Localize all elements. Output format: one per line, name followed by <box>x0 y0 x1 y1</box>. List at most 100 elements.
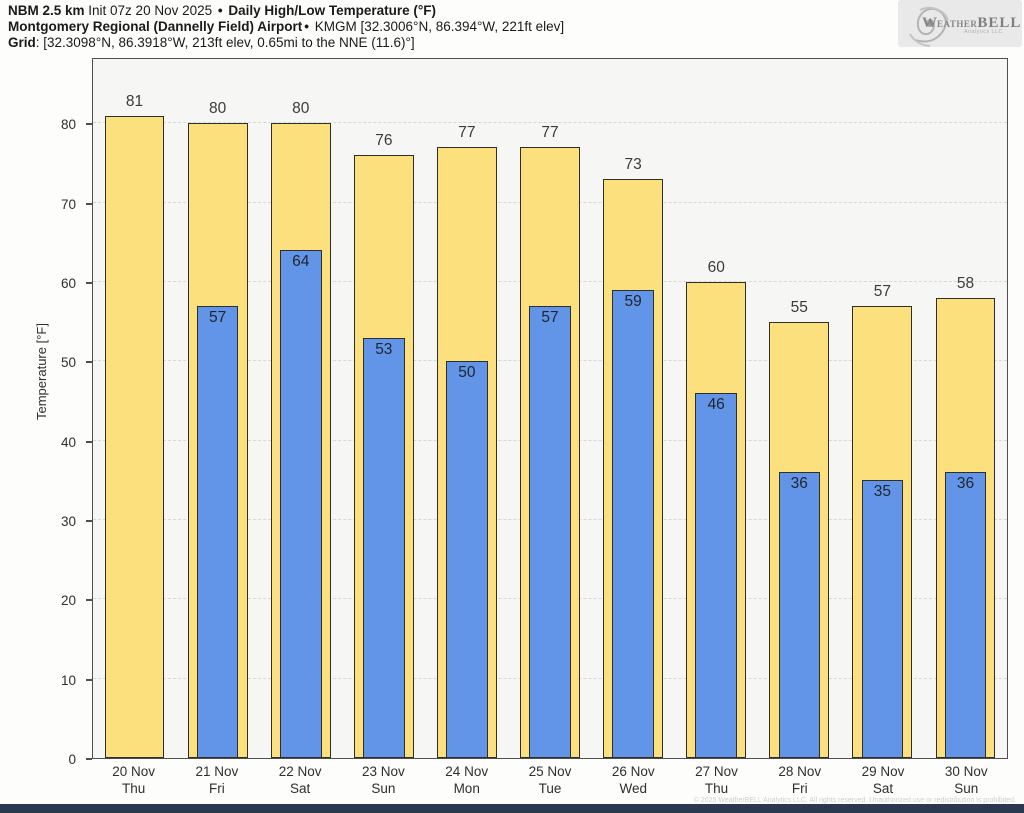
x-date-label: 29 Nov <box>861 764 905 779</box>
x-date-label: 27 Nov <box>695 764 738 779</box>
station-name: Montgomery Regional (Dannelly Field) Air… <box>8 19 303 34</box>
low-bar: 35 <box>861 480 904 758</box>
low-value-label: 53 <box>375 340 393 358</box>
x-weekday-label: Fri <box>791 781 808 796</box>
y-tick-label: 10 <box>60 672 76 688</box>
high-value-label: 60 <box>707 259 725 277</box>
y-tick-label: 80 <box>60 117 76 133</box>
high-value-label: 80 <box>209 100 227 118</box>
x-date-label: 26 Nov <box>611 764 655 779</box>
high-value-label: 55 <box>790 298 808 316</box>
low-bar: 64 <box>279 250 322 758</box>
low-value-label: 36 <box>790 475 808 493</box>
x-category-label: 30 Nov Sun <box>925 763 1008 797</box>
high-bar <box>104 115 165 758</box>
x-date-label: 22 Nov <box>278 764 322 779</box>
weatherbell-logo: WEATHERBELL Analytics LLC <box>898 0 1022 47</box>
model-name: NBM 2.5 km <box>8 3 85 18</box>
y-tick-mark <box>86 123 92 126</box>
x-weekday-label: Tue <box>538 781 562 796</box>
bar-column: 73 59 <box>592 59 675 758</box>
low-value-label: 36 <box>956 475 975 493</box>
bar-column: 77 57 <box>508 59 591 758</box>
bullet-separator: • <box>217 3 223 18</box>
bottom-navy-strip <box>0 804 1024 813</box>
x-weekday-label: Sun <box>954 781 979 796</box>
x-category-label: 27 Nov Thu <box>675 763 758 797</box>
high-value-label: 76 <box>375 132 393 150</box>
logo-subtext: Analytics LLC <box>964 29 1003 35</box>
high-value-label: 81 <box>125 92 144 110</box>
x-weekday-label: Sat <box>872 781 894 796</box>
low-value-label: 50 <box>458 364 476 382</box>
low-value-label: 46 <box>707 396 725 414</box>
x-category-label: 23 Nov Sun <box>342 763 425 797</box>
high-value-label: 57 <box>873 282 892 300</box>
x-date-label: 28 Nov <box>778 764 822 779</box>
low-bar: 57 <box>196 305 239 758</box>
bar-column: 57 35 <box>841 59 924 758</box>
low-bar: 36 <box>944 472 987 758</box>
x-category-label: 26 Nov Wed <box>592 763 675 797</box>
high-value-label: 73 <box>624 155 642 173</box>
x-category-label: 24 Nov Mon <box>425 763 508 797</box>
bar-column: 80 57 <box>176 59 259 758</box>
bar-column: 81 <box>93 59 176 758</box>
hurricane-spiral-icon <box>909 6 949 47</box>
low-bar: 36 <box>778 472 821 758</box>
x-category-label: 29 Nov Sat <box>841 763 924 797</box>
high-value-label: 77 <box>458 124 476 142</box>
bar-column: 58 36 <box>924 59 1007 758</box>
x-weekday-label: Mon <box>453 781 480 796</box>
x-date-label: 25 Nov <box>528 764 572 779</box>
header-line-3: Grid: [32.3098°N, 86.3918°W, 213ft elev,… <box>8 35 564 51</box>
copyright-text: © 2025 WeatherBELL Analytics LLC. All ri… <box>693 797 1016 804</box>
low-bar: 46 <box>695 393 737 758</box>
bar-column: 60 46 <box>675 59 758 758</box>
grid-info: : [32.3098°N, 86.3918°W, 213ft elev, 0.6… <box>35 35 415 50</box>
chart-header: NBM 2.5 km Init 07z 20 Nov 2025 • Daily … <box>8 3 564 51</box>
low-value-label: 57 <box>541 308 559 326</box>
high-value-label: 58 <box>956 274 975 292</box>
x-weekday-label: Sat <box>290 781 311 796</box>
y-tick-mark <box>86 440 92 443</box>
logo-bell: BELL <box>977 15 1022 31</box>
low-value-label: 59 <box>624 293 642 311</box>
low-bar: 50 <box>446 361 488 758</box>
station-info: KMGM [32.3006°N, 86.394°W, 221ft elev] <box>311 19 565 34</box>
x-weekday-label: Fri <box>209 781 225 796</box>
x-axis: 20 Nov Thu 21 Nov Fri 22 Nov Sat 23 Nov Sun 24 N… <box>92 763 1008 797</box>
logo-eather: EATHER <box>937 19 978 29</box>
y-axis-title: Temperature [°F] <box>34 323 49 420</box>
x-date-label: 20 Nov <box>112 764 156 779</box>
x-date-label: 21 Nov <box>195 764 239 779</box>
bar-column: 80 64 <box>259 59 342 758</box>
y-tick-mark <box>86 520 92 523</box>
logo-wordmark: WEATHERBELL <box>922 14 1021 32</box>
x-category-label: 28 Nov Fri <box>758 763 841 797</box>
y-tick-mark <box>86 282 92 285</box>
y-tick-mark <box>86 599 92 602</box>
init-time: Init 07z 20 Nov 2025 <box>84 3 216 18</box>
plot-area: 81 80 57 80 64 76 53 77 50 77 57 73 59 60 46 55 36 57 35 58… <box>92 58 1008 759</box>
low-value-label: 57 <box>209 308 227 326</box>
y-tick-mark <box>86 758 92 760</box>
bars-row: 81 80 57 80 64 76 53 77 50 77 57 73 59 60 46 55 36 57 35 58… <box>93 59 1007 758</box>
y-axis: 0 10 20 30 40 50 60 70 80 <box>0 58 92 767</box>
x-date-label: 24 Nov <box>445 764 489 779</box>
y-tick-label: 40 <box>60 434 76 450</box>
x-category-label: 25 Nov Tue <box>508 763 591 797</box>
bar-column: 76 53 <box>342 59 425 758</box>
low-value-label: 64 <box>292 253 310 271</box>
bar-column: 77 50 <box>425 59 508 758</box>
low-value-label: 35 <box>873 483 891 501</box>
gridline <box>93 122 1007 124</box>
y-tick-label: 50 <box>60 355 76 371</box>
low-bar: 53 <box>363 337 405 758</box>
bullet-separator: • <box>304 19 309 34</box>
x-weekday-label: Thu <box>704 781 729 796</box>
logo-w: W <box>922 15 937 31</box>
low-bar: 59 <box>612 290 654 758</box>
x-category-label: 21 Nov Fri <box>175 763 258 797</box>
header-line-2: Montgomery Regional (Dannelly Field) Air… <box>8 19 564 35</box>
